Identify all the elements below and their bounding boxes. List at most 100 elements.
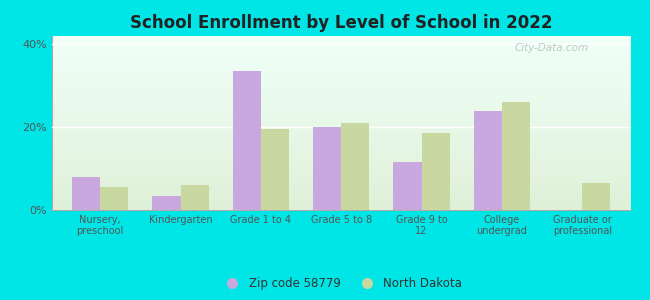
Bar [52, 116, 630, 117]
Bar [52, 69, 630, 70]
Bar [72, 177, 100, 210]
Bar [52, 164, 630, 165]
Bar [52, 157, 630, 158]
Bar [52, 137, 630, 138]
Bar [52, 134, 630, 135]
Bar [52, 50, 630, 51]
Bar [52, 172, 630, 173]
Bar [502, 102, 530, 210]
Bar [52, 136, 630, 137]
Bar [52, 126, 630, 127]
Bar [52, 95, 630, 96]
Bar [52, 202, 630, 203]
Bar [52, 53, 630, 54]
Bar [52, 182, 630, 183]
Bar [233, 71, 261, 210]
Bar [52, 176, 630, 177]
Bar [52, 80, 630, 81]
Bar [52, 62, 630, 63]
Bar [52, 84, 630, 85]
Bar [52, 48, 630, 49]
Bar [52, 105, 630, 106]
Bar [52, 49, 630, 50]
Bar [52, 52, 630, 53]
Bar [52, 142, 630, 143]
Bar [52, 36, 630, 37]
Bar [52, 101, 630, 102]
Bar [52, 107, 630, 108]
Bar [52, 121, 630, 122]
Bar [52, 135, 630, 136]
Bar [52, 70, 630, 71]
Bar [52, 43, 630, 44]
Bar [52, 110, 630, 111]
Bar [52, 125, 630, 126]
Bar [52, 97, 630, 98]
Bar [52, 132, 630, 133]
Bar [52, 92, 630, 93]
Bar [52, 108, 630, 109]
Bar [52, 165, 630, 166]
Bar [52, 183, 630, 184]
Bar [181, 185, 209, 210]
Bar [52, 76, 630, 77]
Bar [52, 197, 630, 198]
Bar [52, 158, 630, 159]
Bar [52, 208, 630, 209]
Bar [52, 102, 630, 103]
Bar [52, 141, 630, 142]
Bar [52, 123, 630, 124]
Bar [52, 57, 630, 58]
Bar [52, 163, 630, 164]
Bar [52, 199, 630, 200]
Bar [474, 111, 502, 210]
Bar [52, 193, 630, 194]
Bar [261, 129, 289, 210]
Bar [52, 124, 630, 125]
Bar [52, 147, 630, 148]
Bar [52, 160, 630, 161]
Bar [52, 189, 630, 190]
Bar [52, 139, 630, 140]
Bar [52, 54, 630, 55]
Bar [52, 112, 630, 113]
Bar [52, 59, 630, 60]
Bar [52, 58, 630, 59]
Bar [52, 129, 630, 130]
Bar [422, 134, 450, 210]
Bar [52, 42, 630, 43]
Bar [52, 103, 630, 104]
Bar [52, 143, 630, 144]
Bar [52, 191, 630, 192]
Bar [52, 94, 630, 95]
Bar [52, 67, 630, 68]
Bar [52, 87, 630, 88]
Bar [52, 171, 630, 172]
Bar [52, 114, 630, 115]
Bar [52, 201, 630, 202]
Bar [52, 93, 630, 94]
Bar [52, 178, 630, 179]
Bar [52, 138, 630, 139]
Bar [52, 153, 630, 154]
Title: School Enrollment by Level of School in 2022: School Enrollment by Level of School in … [130, 14, 552, 32]
Bar [52, 41, 630, 42]
Text: City-Data.com: City-Data.com [515, 43, 589, 53]
Bar [52, 44, 630, 45]
Bar [52, 205, 630, 206]
Bar [52, 109, 630, 110]
Bar [52, 192, 630, 193]
Bar [52, 78, 630, 79]
Bar [52, 55, 630, 56]
Bar [52, 196, 630, 197]
Bar [52, 75, 630, 76]
Bar [52, 151, 630, 152]
Bar [52, 204, 630, 205]
Bar [52, 85, 630, 86]
Bar [52, 45, 630, 46]
Bar [52, 167, 630, 168]
Bar [52, 56, 630, 57]
Bar [52, 185, 630, 186]
Bar [52, 100, 630, 101]
Bar [52, 150, 630, 151]
